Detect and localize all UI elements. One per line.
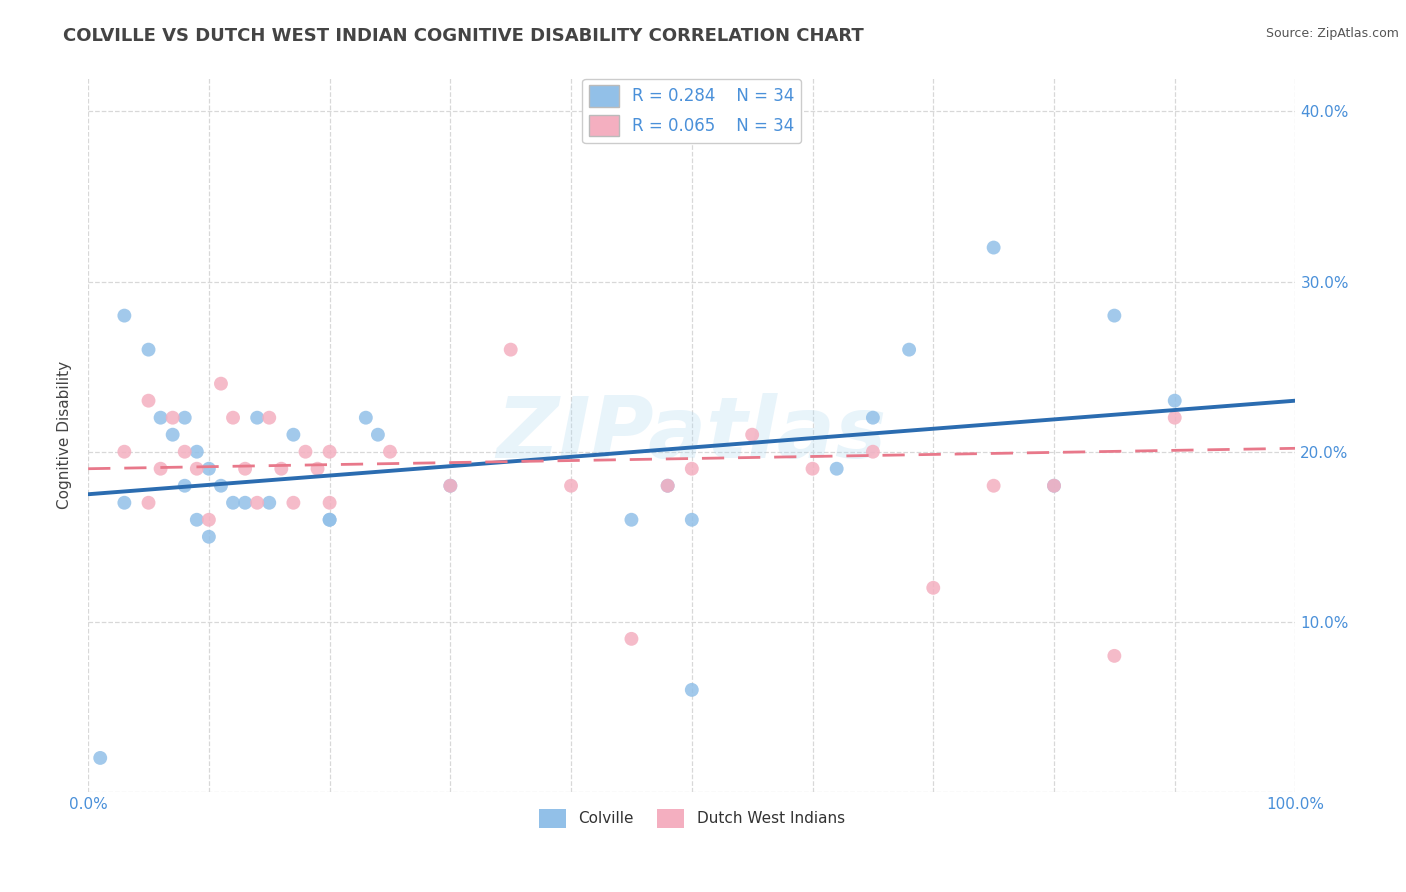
Point: [439, 479, 461, 493]
Point: [801, 461, 824, 475]
Point: [681, 461, 703, 475]
Point: [825, 461, 848, 475]
Point: [283, 496, 305, 510]
Point: [378, 444, 401, 458]
Point: [499, 343, 522, 357]
Point: [162, 427, 184, 442]
Text: Source: ZipAtlas.com: Source: ZipAtlas.com: [1265, 27, 1399, 40]
Point: [1104, 648, 1126, 663]
Point: [186, 513, 208, 527]
Point: [318, 513, 340, 527]
Point: [620, 513, 643, 527]
Point: [209, 376, 232, 391]
Text: COLVILLE VS DUTCH WEST INDIAN COGNITIVE DISABILITY CORRELATION CHART: COLVILLE VS DUTCH WEST INDIAN COGNITIVE …: [63, 27, 865, 45]
Legend: Colville, Dutch West Indians: Colville, Dutch West Indians: [533, 803, 851, 834]
Point: [270, 461, 292, 475]
Point: [367, 427, 389, 442]
Point: [233, 496, 256, 510]
Point: [318, 513, 340, 527]
Point: [138, 393, 160, 408]
Point: [173, 410, 195, 425]
Point: [318, 444, 340, 458]
Point: [741, 427, 763, 442]
Point: [1164, 393, 1187, 408]
Point: [112, 444, 135, 458]
Point: [354, 410, 377, 425]
Point: [222, 410, 245, 425]
Point: [983, 479, 1005, 493]
Point: [209, 479, 232, 493]
Point: [657, 479, 679, 493]
Point: [112, 496, 135, 510]
Point: [89, 751, 111, 765]
Point: [149, 410, 172, 425]
Point: [294, 444, 316, 458]
Text: ZIPatlas: ZIPatlas: [496, 393, 887, 476]
Point: [186, 444, 208, 458]
Point: [1104, 309, 1126, 323]
Point: [257, 410, 280, 425]
Point: [222, 496, 245, 510]
Point: [1043, 479, 1066, 493]
Point: [162, 410, 184, 425]
Point: [112, 309, 135, 323]
Point: [257, 496, 280, 510]
Point: [307, 461, 329, 475]
Point: [198, 513, 221, 527]
Point: [560, 479, 582, 493]
Point: [922, 581, 945, 595]
Point: [862, 444, 884, 458]
Point: [138, 343, 160, 357]
Point: [138, 496, 160, 510]
Point: [246, 496, 269, 510]
Point: [657, 479, 679, 493]
Point: [198, 530, 221, 544]
Point: [198, 461, 221, 475]
Point: [318, 496, 340, 510]
Point: [149, 461, 172, 475]
Point: [233, 461, 256, 475]
Point: [173, 479, 195, 493]
Point: [898, 343, 921, 357]
Point: [186, 461, 208, 475]
Point: [983, 241, 1005, 255]
Point: [1164, 410, 1187, 425]
Point: [1043, 479, 1066, 493]
Y-axis label: Cognitive Disability: Cognitive Disability: [58, 360, 72, 508]
Point: [681, 513, 703, 527]
Point: [620, 632, 643, 646]
Point: [283, 427, 305, 442]
Point: [173, 444, 195, 458]
Point: [862, 410, 884, 425]
Point: [246, 410, 269, 425]
Point: [681, 682, 703, 697]
Point: [439, 479, 461, 493]
